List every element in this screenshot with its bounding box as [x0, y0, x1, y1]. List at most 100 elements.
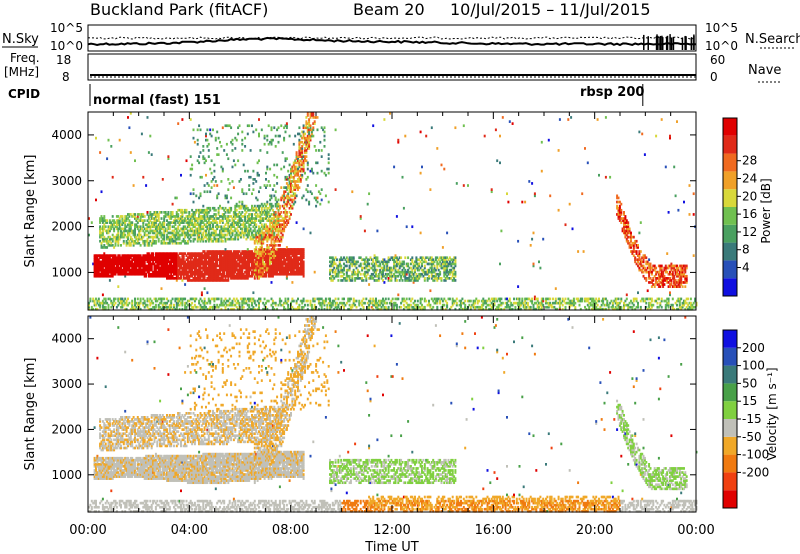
heatmap-cell	[196, 268, 199, 272]
heatmap-cell	[111, 254, 114, 257]
heatmap-cell	[168, 231, 171, 235]
heatmap-cell	[127, 213, 129, 216]
heatmap-cell	[139, 264, 142, 268]
heatmap-cell	[182, 270, 185, 274]
heatmap-cell	[121, 297, 124, 301]
heatmap-cell	[160, 272, 163, 276]
heatmap-cell	[235, 231, 238, 235]
heatmap-cell	[134, 159, 136, 163]
heatmap-cell	[227, 225, 230, 229]
heatmap-cell	[134, 303, 136, 307]
heatmap-cell	[195, 229, 198, 233]
heatmap-cell	[200, 175, 203, 179]
heatmap-cell	[238, 200, 241, 204]
heatmap-cell	[184, 270, 187, 274]
heatmap-cell	[134, 241, 136, 245]
heatmap-cell	[224, 264, 227, 268]
heatmap-cell	[136, 260, 139, 264]
heatmap-cell	[142, 225, 145, 229]
heatmap-cell	[205, 258, 207, 262]
heatmap-cell	[136, 307, 139, 311]
heatmap-cell	[161, 305, 164, 309]
heatmap-cell	[213, 237, 216, 241]
heatmap-cell	[232, 270, 235, 274]
heatmap-cell	[263, 297, 266, 301]
heatmap-cell	[327, 153, 330, 156]
heatmap-cell	[219, 235, 221, 239]
heatmap-cell	[199, 274, 202, 278]
heatmap-cell	[210, 277, 213, 280]
heatmap-cell	[210, 279, 213, 282]
heatmap-cell	[195, 297, 198, 301]
heatmap-cell	[228, 303, 231, 307]
heatmap-cell	[316, 128, 319, 132]
heatmap-cell	[107, 254, 110, 257]
heatmap-cell	[214, 237, 217, 241]
heatmap-cell	[114, 260, 117, 264]
heatmap-cell	[217, 153, 220, 156]
heatmap-cell	[171, 277, 174, 280]
heatmap-cell	[173, 239, 175, 243]
heatmap-cell	[234, 262, 237, 266]
heatmap-cell	[246, 221, 249, 224]
heatmap-cell	[225, 153, 228, 156]
heatmap-cell	[118, 270, 121, 274]
heatmap-cell	[153, 274, 156, 278]
heatmap-cell	[127, 229, 129, 233]
heatmap-cell	[228, 274, 231, 278]
heatmap-cell	[369, 297, 372, 301]
heatmap-cell	[101, 303, 104, 307]
heatmap-cell	[100, 254, 103, 257]
heatmap-cell	[127, 237, 129, 241]
heatmap-cell	[273, 184, 276, 187]
heatmap-cell	[228, 229, 231, 233]
heatmap-cell	[200, 258, 203, 262]
heatmap-cell	[242, 231, 245, 235]
heatmap-cell	[241, 256, 244, 260]
heatmap-cell	[192, 217, 195, 220]
heatmap-cell	[140, 264, 143, 268]
heatmap-cell	[184, 231, 187, 235]
heatmap-cell	[231, 217, 234, 220]
heatmap-cell	[192, 264, 195, 268]
heatmap-cell	[205, 208, 207, 212]
heatmap-cell	[235, 272, 238, 276]
heatmap-cell	[239, 266, 242, 270]
heatmap-cell	[313, 120, 316, 123]
heatmap-cell	[230, 260, 233, 264]
heatmap-cell	[252, 188, 255, 191]
heatmap-cell	[227, 252, 230, 255]
heatmap-cell	[239, 260, 242, 264]
heatmap-cell	[237, 225, 240, 229]
heatmap-cell	[228, 297, 231, 301]
heatmap-cell	[246, 254, 249, 257]
heatmap-cell	[107, 297, 110, 301]
heatmap-cell	[237, 237, 240, 241]
heatmap-cell	[224, 301, 227, 305]
heatmap-cell	[239, 274, 242, 278]
heatmap-cell	[108, 229, 111, 233]
heatmap-cell	[246, 124, 249, 128]
heatmap-cell	[135, 217, 138, 220]
heatmap-cell	[104, 256, 107, 260]
heatmap-cell	[121, 301, 124, 305]
heatmap-cell	[191, 229, 194, 233]
heatmap-cell	[97, 270, 100, 274]
heatmap-cell	[185, 266, 188, 270]
heatmap-cell	[121, 268, 124, 272]
heatmap-cell	[244, 258, 247, 262]
heatmap-cell	[188, 268, 191, 272]
heatmap-cell	[104, 264, 107, 268]
heatmap-cell	[188, 254, 191, 257]
heatmap-cell	[184, 305, 187, 309]
heatmap-cell	[115, 215, 118, 218]
heatmap-cell	[139, 299, 142, 303]
heatmap-cell	[159, 229, 162, 233]
heatmap-cell	[92, 262, 95, 266]
heatmap-cell	[180, 252, 182, 255]
heatmap-cell	[220, 299, 223, 303]
heatmap-cell	[224, 266, 227, 270]
heatmap-cell	[174, 233, 177, 237]
heatmap-cell	[170, 215, 173, 218]
heatmap-cell	[96, 258, 99, 262]
